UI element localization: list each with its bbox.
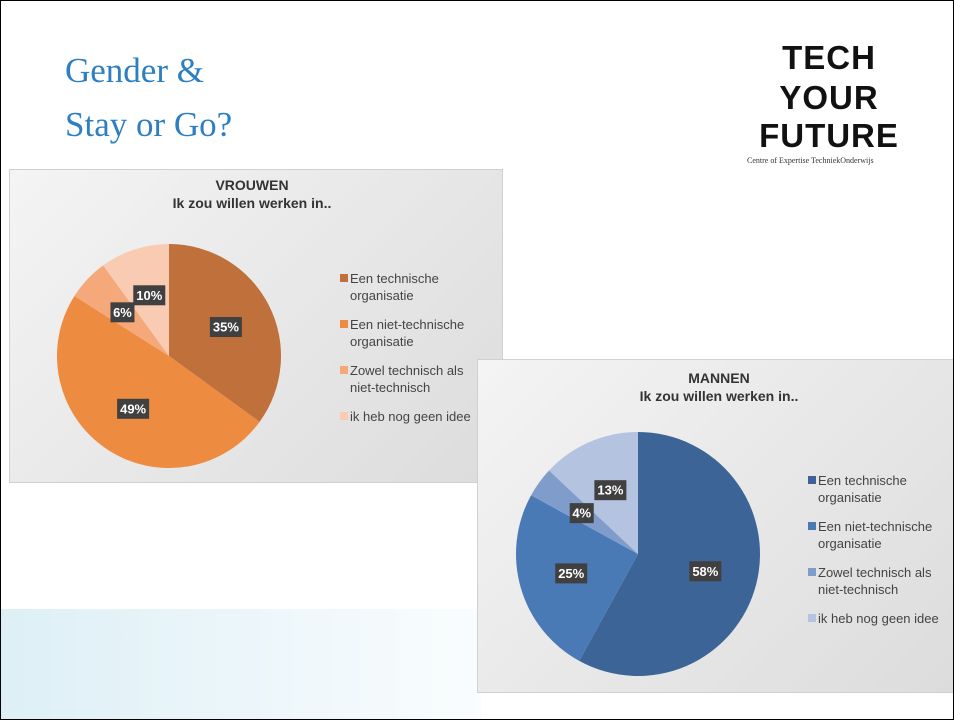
legend-swatch (340, 320, 348, 328)
legend-swatch (340, 366, 348, 374)
legend-swatch (808, 614, 816, 622)
legend-label: Zowel technisch als niet-technisch (818, 565, 932, 597)
data-label-bg (117, 398, 150, 419)
data-label: 4% (572, 506, 591, 521)
decoration (1, 609, 481, 719)
legend-item: Een niet-technische organisatie (340, 316, 490, 350)
legend: Een technische organisatie Een niet-techn… (808, 472, 953, 639)
legend-item: Een niet-technische organisatie (808, 518, 953, 552)
legend-label: ik heb nog geen idee (350, 409, 471, 424)
chart: VROUWEN Ik zou willen werken in.. 35% 49% 6%… (9, 169, 503, 483)
legend-item: Een technische organisatie (808, 472, 953, 506)
legend-item: ik heb nog geen idee (808, 610, 953, 627)
data-label-bg (594, 480, 627, 501)
data-label-bg (555, 563, 588, 584)
pie-slice (549, 432, 638, 554)
chart: MANNEN Ik zou willen werken in.. 58% 25% 4% 1… (477, 359, 953, 693)
data-label: 49% (120, 401, 146, 416)
legend-item: Zowel technisch als niet-technisch (340, 362, 490, 396)
legend-label: ik heb nog geen idee (818, 611, 939, 626)
logo: YOUR (779, 79, 879, 116)
legend-swatch (808, 568, 816, 576)
data-label-bg (569, 503, 594, 524)
logo: TECH (782, 39, 876, 76)
chart-title: MANNEN (688, 370, 749, 386)
data-label: 58% (692, 564, 718, 579)
legend-item: Een technische organisatie (340, 270, 490, 304)
slide-title: Stay or Go? (65, 105, 233, 144)
legend-swatch (808, 476, 816, 484)
chart-subtitle: Ik zou willen werken in.. (640, 388, 799, 404)
legend-label: Een niet-technische organisatie (350, 317, 465, 349)
data-label: 10% (136, 288, 162, 303)
data-label-bg (110, 302, 135, 323)
slide-title: Gender & (65, 51, 204, 90)
data-label: 35% (213, 320, 239, 335)
legend-label: Zowel technisch als niet-technisch (350, 363, 464, 395)
legend-item: Zowel technisch als niet-technisch (808, 564, 953, 598)
chart-subtitle: Ik zou willen werken in.. (173, 195, 332, 211)
logo-tagline: Centre of Expertise TechniekOnderwijs (747, 156, 874, 165)
legend-label: Een niet-technische organisatie (818, 519, 933, 551)
legend-label: Een technische organisatie (350, 271, 439, 303)
legend-swatch (808, 522, 816, 530)
legend: Een technische organisatie Een niet-techn… (340, 270, 490, 437)
legend-item: ik heb nog geen idee (340, 408, 490, 425)
legend-label: Een technische organisatie (818, 473, 907, 505)
pie-slice (56, 295, 260, 469)
pie-chart: VROUWEN Ik zou willen werken in.. 35% 49% 6%… (56, 177, 332, 469)
legend-swatch (340, 274, 348, 282)
legend-swatch (340, 412, 348, 420)
pie-slice (579, 432, 760, 676)
data-label: 25% (558, 566, 584, 581)
data-label-bg (689, 561, 722, 582)
data-label: 13% (597, 483, 623, 498)
data-label-bg (133, 285, 166, 306)
data-label-bg (209, 317, 242, 338)
chart-title: VROUWEN (215, 177, 288, 193)
logo: FUTURE (759, 117, 899, 154)
data-label: 6% (113, 305, 132, 320)
pie-chart: MANNEN Ik zou willen werken in.. 58% 25% 4% 1… (516, 370, 799, 676)
